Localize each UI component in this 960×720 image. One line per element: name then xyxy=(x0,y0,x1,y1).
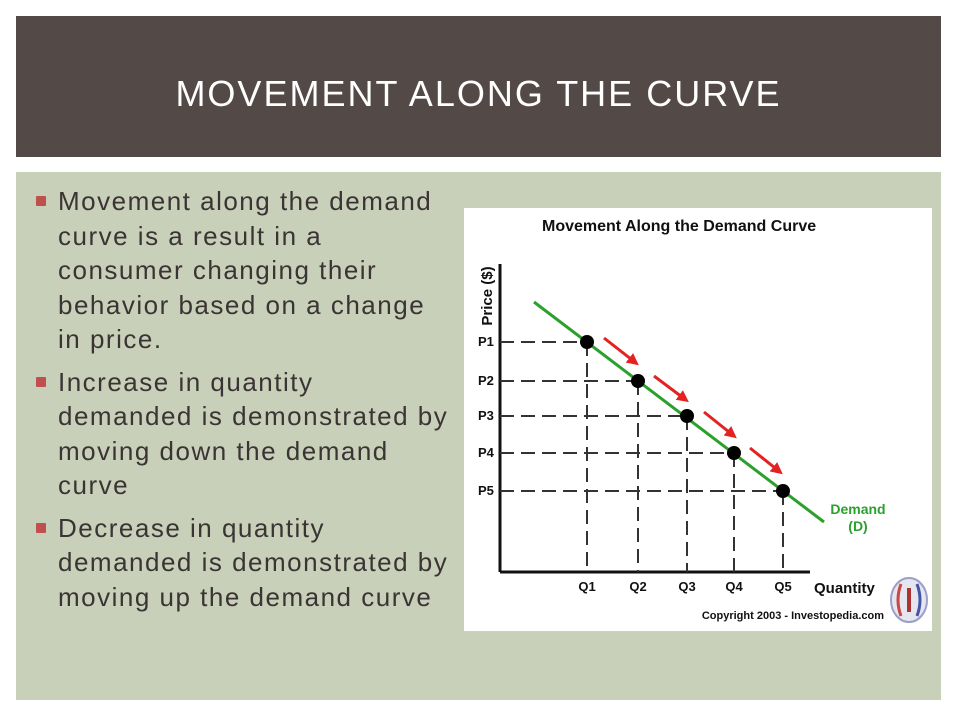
quantity-label-q4: Q4 xyxy=(725,579,743,594)
quantity-label-q2: Q2 xyxy=(629,579,646,594)
bullet-square-icon xyxy=(36,376,46,387)
quantity-label-q3: Q3 xyxy=(678,579,695,594)
bullet-item: Decrease in quantity demanded is demonst… xyxy=(36,511,451,615)
guide-lines xyxy=(500,341,784,572)
bullet-text: Decrease in quantity demanded is demonst… xyxy=(58,512,449,612)
bullet-square-icon xyxy=(36,196,46,206)
slide-title: MOVEMENT ALONG THE CURVE xyxy=(175,72,782,114)
demand-symbol-label: (D) xyxy=(848,518,867,534)
copyright-text: Copyright 2003 - Investopedia.com xyxy=(702,610,884,622)
bullet-text: Movement along the demand curve is a res… xyxy=(58,186,433,354)
demand-label: Demand xyxy=(830,501,885,517)
bullet-item: Movement along the demand curve is a res… xyxy=(36,184,451,357)
arrow-1 xyxy=(603,336,639,366)
arrow-2 xyxy=(653,374,689,403)
x-axis-label: Quantity xyxy=(814,580,875,597)
bullet-item: Increase in quantity demanded is demonst… xyxy=(36,365,451,503)
quantity-labels: Q1 Q2 Q3 Q4 Q5 xyxy=(578,579,791,594)
bullet-text: Increase in quantity demanded is demonst… xyxy=(58,366,449,501)
quantity-label-q5: Q5 xyxy=(774,579,791,594)
bullet-list: Movement along the demand curve is a res… xyxy=(36,184,451,622)
price-label-p3: P3 xyxy=(478,408,494,423)
price-label-p1: P1 xyxy=(478,334,494,349)
point-4 xyxy=(727,446,741,460)
price-labels: P1 P2 P3 P4 P5 xyxy=(478,334,495,498)
bullet-square-icon xyxy=(36,522,46,533)
arrow-4 xyxy=(749,446,783,475)
demand-points xyxy=(580,335,790,498)
price-label-p5: P5 xyxy=(478,483,494,498)
demand-curve-diagram: Movement Along the Demand Curve Price ($… xyxy=(478,218,928,623)
arrow-3 xyxy=(703,410,737,439)
demand-curve-figure: Movement Along the Demand Curve Price ($… xyxy=(464,208,932,631)
movement-arrows xyxy=(603,336,783,475)
price-label-p2: P2 xyxy=(478,373,494,388)
investopedia-logo-icon xyxy=(890,577,928,623)
point-2 xyxy=(631,374,645,388)
point-1 xyxy=(580,335,594,349)
y-axis-label: Price ($) xyxy=(479,266,496,325)
price-label-p4: P4 xyxy=(478,445,495,460)
figure-title: Movement Along the Demand Curve xyxy=(542,218,816,235)
title-bar: MOVEMENT ALONG THE CURVE xyxy=(16,16,941,157)
quantity-label-q1: Q1 xyxy=(578,579,595,594)
point-5 xyxy=(776,484,790,498)
point-3 xyxy=(680,409,694,423)
